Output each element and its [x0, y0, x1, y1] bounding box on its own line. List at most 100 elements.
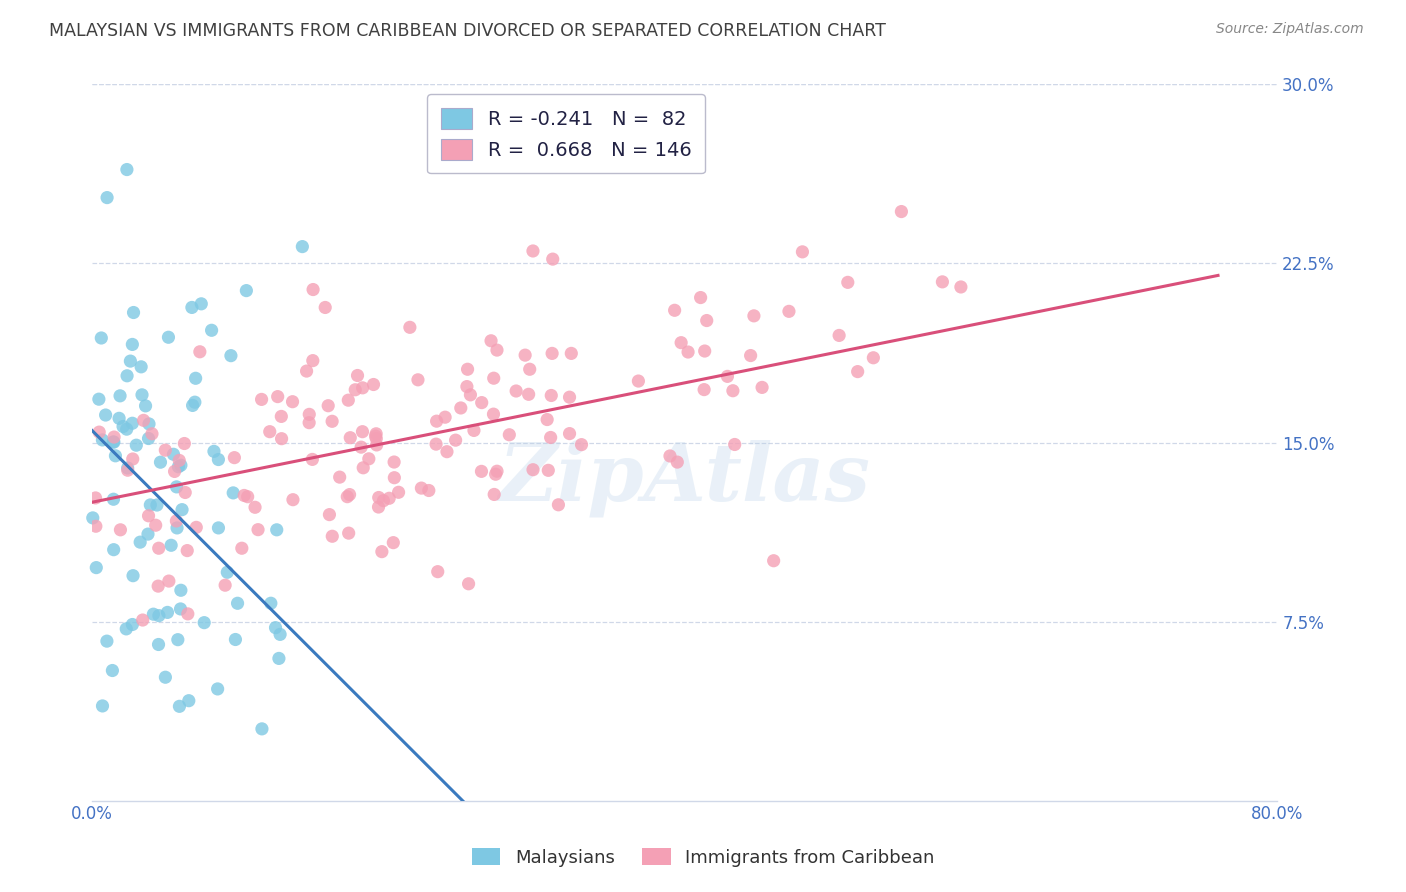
Point	[155, 443, 177, 458]
Point	[949, 280, 972, 294]
Point	[94, 408, 117, 422]
Point	[547, 498, 569, 512]
Point	[247, 523, 270, 537]
Point	[693, 344, 716, 359]
Text: MALAYSIAN VS IMMIGRANTS FROM CARIBBEAN DIVORCED OR SEPARATED CORRELATION CHART: MALAYSIAN VS IMMIGRANTS FROM CARIBBEAN D…	[49, 22, 886, 40]
Point	[540, 388, 562, 402]
Point	[104, 449, 127, 463]
Point	[456, 379, 478, 393]
Point	[519, 362, 541, 376]
Point	[485, 464, 508, 478]
Point	[321, 529, 343, 543]
Point	[207, 452, 229, 467]
Point	[117, 463, 139, 477]
Point	[101, 664, 124, 678]
Point	[350, 440, 373, 454]
Point	[339, 487, 361, 501]
Point	[214, 578, 236, 592]
Point	[382, 455, 405, 469]
Point	[202, 444, 225, 458]
Point	[298, 408, 321, 422]
Point	[184, 395, 207, 409]
Point	[129, 359, 152, 374]
Point	[541, 346, 564, 360]
Point	[155, 670, 177, 684]
Point	[301, 353, 323, 368]
Point	[536, 412, 558, 426]
Point	[560, 346, 582, 360]
Point	[103, 435, 125, 450]
Point	[382, 471, 405, 485]
Point	[156, 606, 179, 620]
Point	[457, 362, 479, 376]
Point	[828, 328, 851, 343]
Point	[160, 538, 183, 552]
Point	[131, 613, 153, 627]
Point	[84, 491, 107, 505]
Point	[129, 535, 152, 549]
Point	[281, 492, 304, 507]
Point	[329, 470, 352, 484]
Point	[132, 413, 155, 427]
Point	[352, 425, 374, 439]
Point	[110, 523, 132, 537]
Point	[337, 526, 360, 541]
Point	[148, 541, 170, 556]
Point	[121, 452, 143, 467]
Point	[236, 490, 259, 504]
Point	[121, 337, 143, 351]
Point	[444, 433, 467, 447]
Point	[762, 554, 785, 568]
Point	[224, 450, 246, 465]
Point	[157, 574, 180, 588]
Point	[96, 191, 118, 205]
Point	[321, 414, 343, 428]
Point	[357, 451, 380, 466]
Point	[676, 345, 699, 359]
Point	[135, 399, 157, 413]
Point	[411, 481, 433, 495]
Point	[751, 380, 773, 394]
Point	[742, 309, 765, 323]
Point	[108, 389, 131, 403]
Point	[103, 492, 125, 507]
Point	[270, 409, 292, 424]
Point	[142, 607, 165, 622]
Point	[352, 460, 374, 475]
Point	[169, 602, 191, 616]
Point	[666, 455, 689, 469]
Point	[167, 459, 190, 474]
Point	[485, 343, 508, 357]
Point	[366, 432, 388, 446]
Point	[169, 699, 191, 714]
Point	[115, 622, 138, 636]
Point	[344, 383, 367, 397]
Point	[166, 480, 188, 494]
Point	[540, 430, 562, 444]
Point	[399, 320, 422, 334]
Point	[740, 349, 762, 363]
Point	[186, 520, 208, 534]
Point	[174, 485, 197, 500]
Point	[138, 417, 160, 431]
Point	[931, 275, 953, 289]
Point	[558, 426, 581, 441]
Point	[460, 388, 482, 402]
Point	[463, 424, 485, 438]
Point	[177, 694, 200, 708]
Point	[479, 334, 502, 348]
Point	[378, 491, 401, 506]
Point	[846, 365, 869, 379]
Point	[862, 351, 884, 365]
Point	[131, 388, 153, 402]
Point	[269, 627, 291, 641]
Point	[90, 331, 112, 345]
Point	[231, 541, 253, 556]
Point	[188, 344, 211, 359]
Point	[267, 651, 290, 665]
Point	[224, 632, 246, 647]
Point	[264, 621, 287, 635]
Point	[367, 500, 389, 514]
Point	[146, 498, 169, 512]
Point	[177, 607, 200, 621]
